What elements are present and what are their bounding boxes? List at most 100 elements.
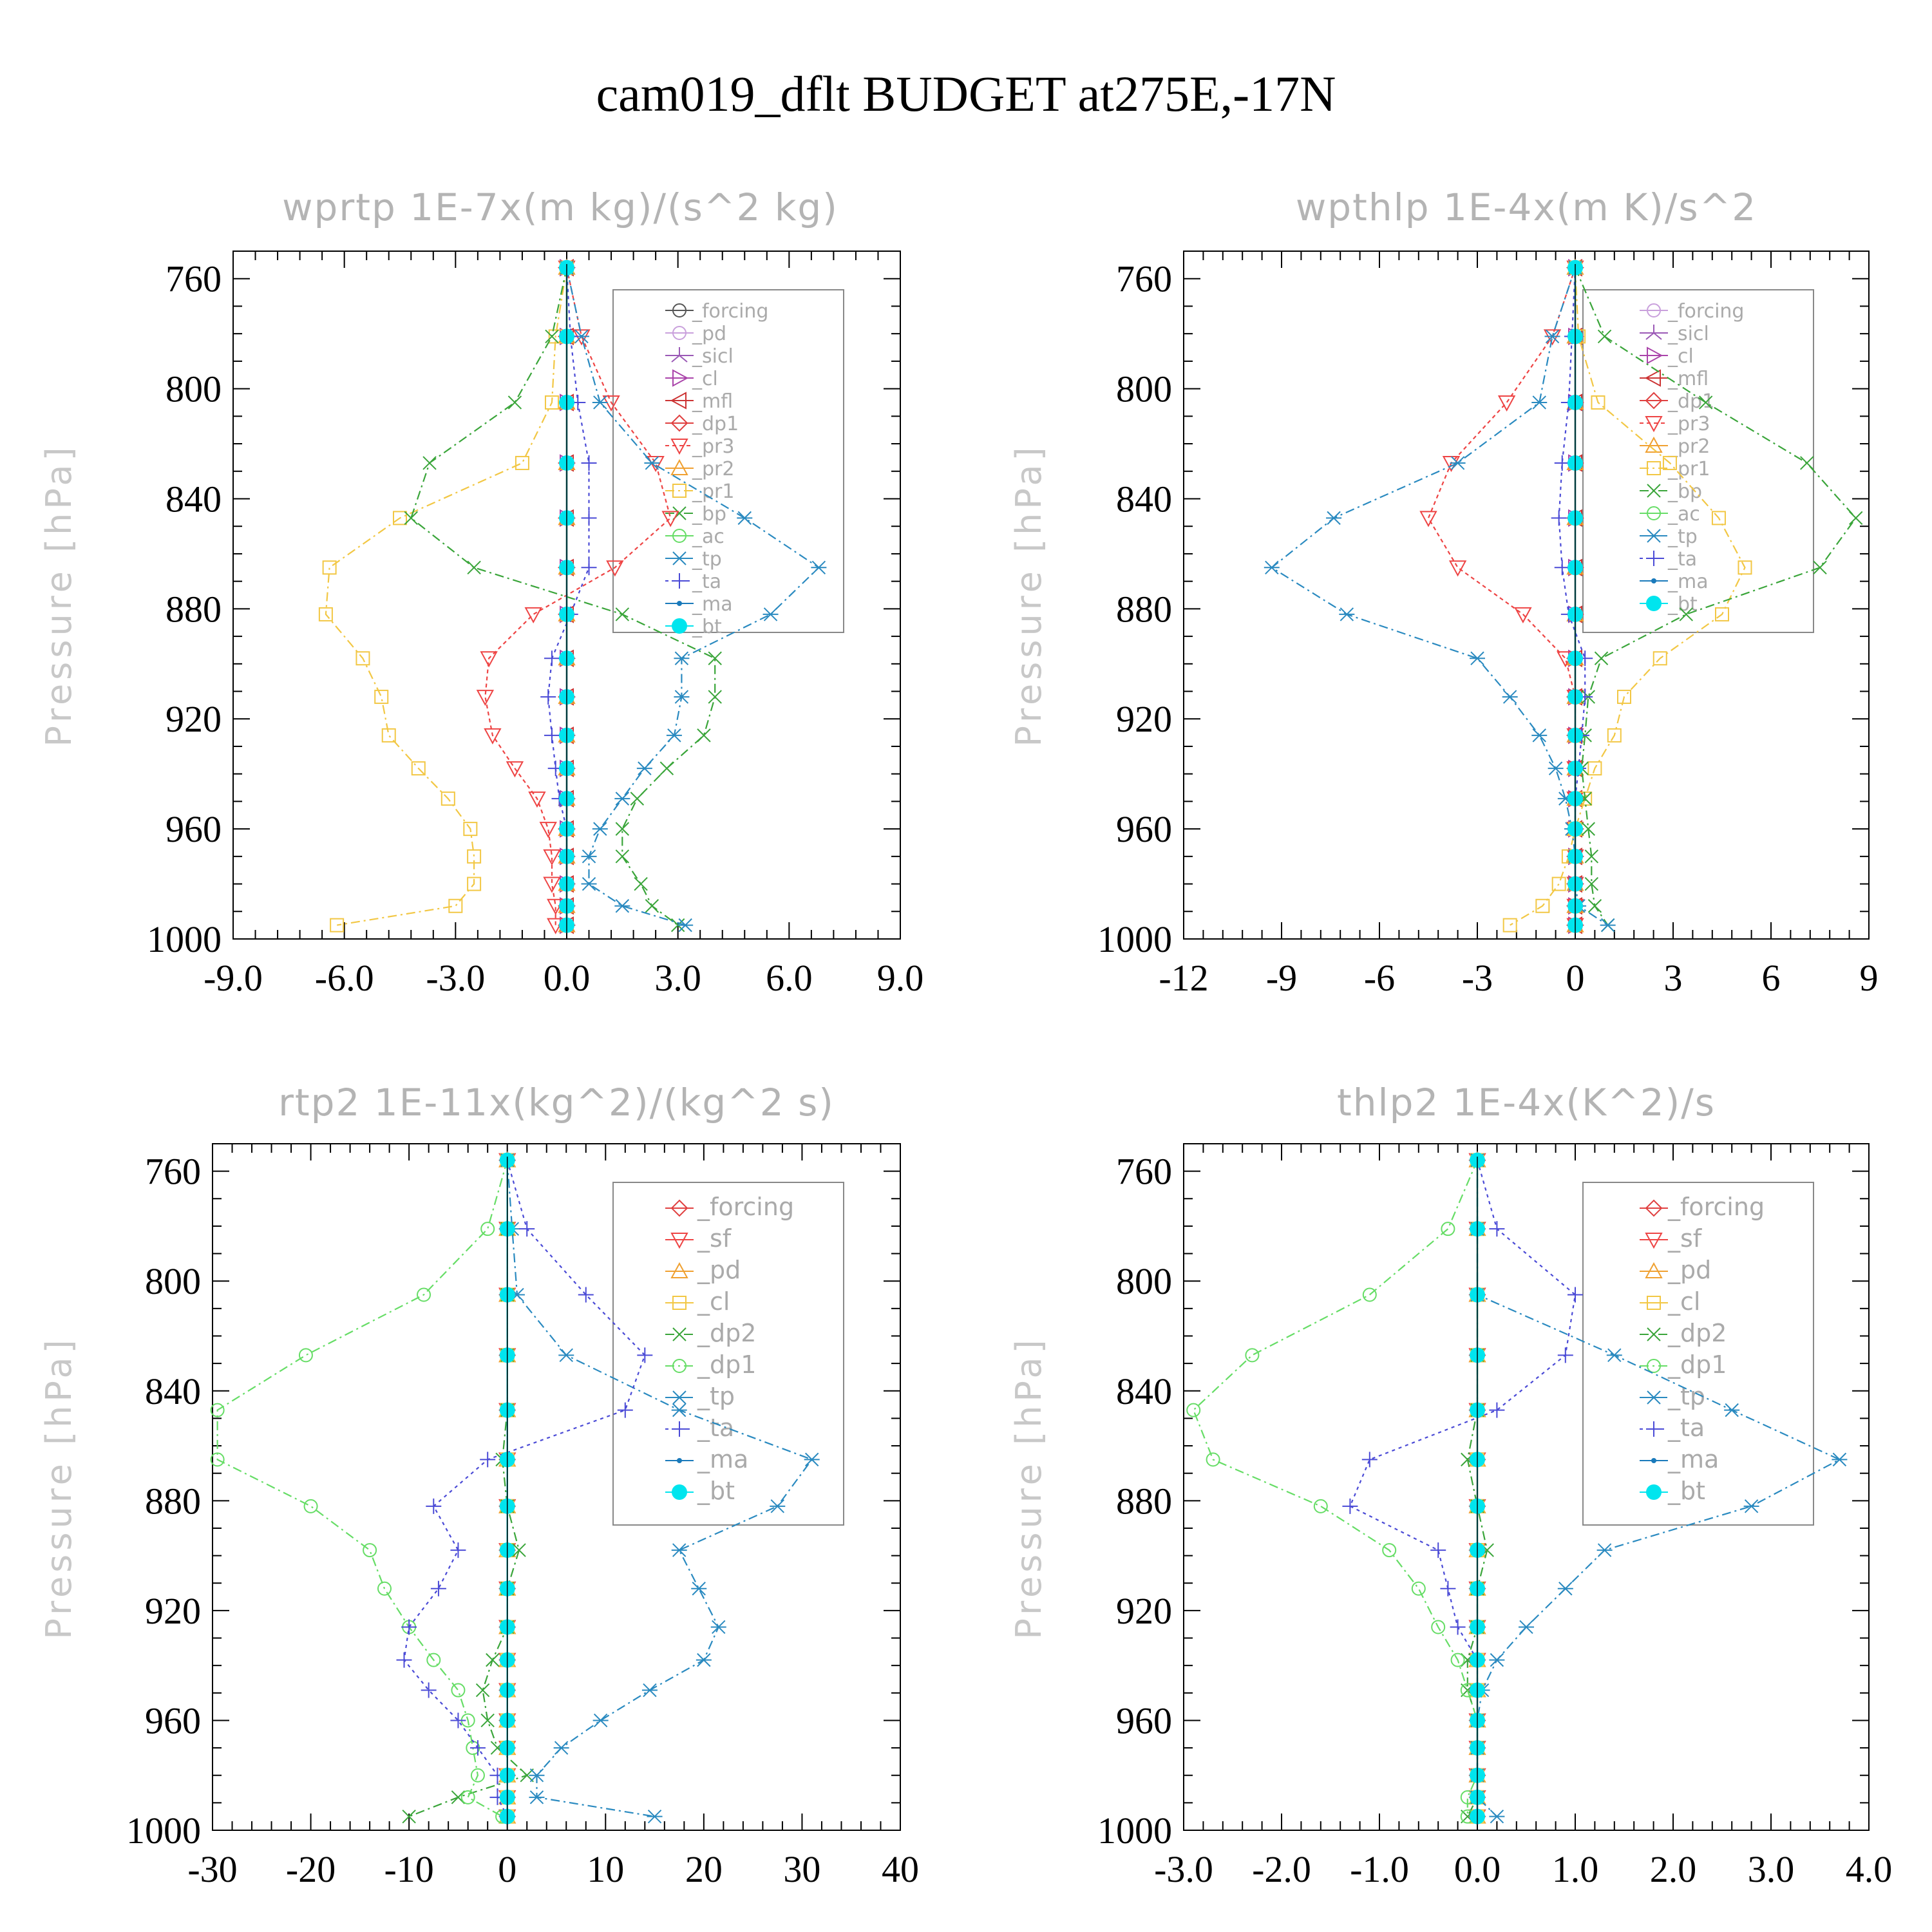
legend-marker: [1647, 461, 1661, 475]
data-point: [1606, 1348, 1622, 1363]
data-point: [396, 1652, 412, 1668]
data-point: [1362, 1287, 1377, 1302]
legend: _forcing _sf _pd _cl _dp2 _dp1 _tp _ta _ma _bt: [1582, 1182, 1814, 1526]
y-tick-label: 760: [1116, 258, 1172, 300]
legend-entry: _ta: [1640, 548, 1697, 571]
legend-marker: [1645, 1199, 1663, 1217]
data-point: [645, 899, 659, 913]
data-point: [512, 1543, 526, 1557]
data-point: [614, 899, 630, 913]
data-point: [1554, 560, 1570, 576]
data-point: [520, 1768, 534, 1783]
legend-entry: _dp1: [665, 1350, 756, 1379]
x-tick-label: -3.0: [1154, 1848, 1213, 1890]
data-point: [581, 849, 597, 864]
y-tick-label: 960: [1116, 808, 1172, 850]
x-tick-label: 0.0: [1454, 1848, 1501, 1890]
data-point: [1679, 607, 1693, 621]
legend-box: [612, 1182, 844, 1526]
legend-entry: _mfl: [1640, 368, 1709, 390]
legend-entry: _sf: [1640, 1224, 1703, 1253]
data-point: [558, 1348, 574, 1363]
data-point: [1382, 1543, 1397, 1558]
data-point: [1587, 761, 1602, 776]
data-point: [480, 651, 498, 668]
data-point: [463, 822, 478, 837]
data-point: [804, 1452, 820, 1467]
legend-entry: _cl: [665, 368, 718, 390]
legend-marker: [672, 1327, 687, 1341]
series-bt: [499, 1152, 515, 1824]
data-point: [1698, 395, 1713, 410]
legend-label: _ma: [697, 1445, 748, 1473]
legend-marker: [672, 529, 687, 543]
data-point: [1662, 455, 1677, 470]
data-point: [578, 1287, 594, 1303]
legend-entry: _bt: [665, 616, 722, 638]
panel-title: thlp2 1E-4x(K^2)/s: [1337, 1081, 1716, 1124]
data-point: [1470, 651, 1485, 665]
legend-marker: [670, 1233, 688, 1249]
data-point: [696, 1653, 712, 1667]
data-point: [451, 1683, 466, 1698]
y-tick-label: 920: [145, 1590, 201, 1632]
legend-label: _ac: [692, 526, 724, 548]
legend-marker: [1646, 1390, 1662, 1405]
data-point: [1489, 1402, 1505, 1418]
x-tick-label: 9: [1860, 957, 1879, 999]
data-point: [476, 690, 495, 706]
data-point: [1450, 456, 1466, 470]
data-point: [637, 1347, 653, 1363]
legend-label: _bp: [1667, 480, 1702, 503]
legend-label: _sf: [1667, 1224, 1703, 1253]
data-point: [330, 918, 345, 933]
legend-box: [1582, 1182, 1814, 1526]
y-tick-label: 880: [1116, 1480, 1172, 1522]
legend-label: _pd: [1667, 1256, 1711, 1284]
legend-entry: _dp1: [665, 413, 739, 435]
x-tick-label: -3: [1462, 957, 1493, 999]
legend-label: _ma: [1667, 571, 1709, 593]
data-point: [1502, 690, 1518, 704]
legend-label: _pr2: [1667, 435, 1710, 458]
y-tick-label: 920: [1116, 1590, 1172, 1632]
legend: _forcing_sicl_cl_mfl_dp1_pr3_pr2_pr1_bp_…: [1582, 289, 1814, 633]
data-point: [770, 1499, 786, 1513]
panel-4: thlp2 1E-4x(K^2)/s Pressure [hPa] 760 800 84…: [1009, 1081, 1892, 1890]
legend-marker: [672, 303, 687, 317]
data-point: [666, 728, 682, 743]
data-point: [1548, 761, 1564, 775]
legend-label: _ac: [1667, 503, 1700, 526]
data-point: [614, 791, 630, 806]
legend-entry: _tp: [1640, 526, 1698, 548]
x-ticks: [212, 1144, 901, 1830]
x-tick-label: 1.0: [1552, 1848, 1599, 1890]
data-point: [708, 690, 722, 704]
panel-title: rtp2 1E-11x(kg^2)/(kg^2 s): [278, 1081, 835, 1124]
data-point: [1557, 1347, 1573, 1363]
data-point: [426, 1653, 441, 1667]
legend-marker: [1645, 416, 1663, 433]
data-point: [450, 1542, 466, 1558]
y-tick-label: 960: [145, 1700, 201, 1741]
data-point: [480, 1222, 495, 1236]
data-point: [581, 876, 597, 891]
data-point: [469, 1740, 486, 1756]
legend-box: [612, 289, 844, 633]
y-ticks: [233, 251, 900, 940]
data-point: [1519, 1620, 1534, 1634]
data-point: [430, 1580, 446, 1596]
legend-marker: [1651, 578, 1656, 583]
data-point: [543, 876, 561, 893]
legend-entry: _tp: [665, 1382, 735, 1410]
data-point: [708, 651, 722, 665]
legend-entry: _cl: [665, 1287, 730, 1316]
data-point: [1594, 651, 1609, 665]
data-point: [480, 1452, 496, 1468]
legend-label: _bt: [692, 616, 722, 638]
data-point: [355, 651, 370, 666]
data-point: [1724, 1403, 1740, 1417]
legend-label: _bt: [697, 1477, 735, 1505]
y-ticks: [213, 1143, 900, 1831]
data-point: [475, 1683, 490, 1698]
